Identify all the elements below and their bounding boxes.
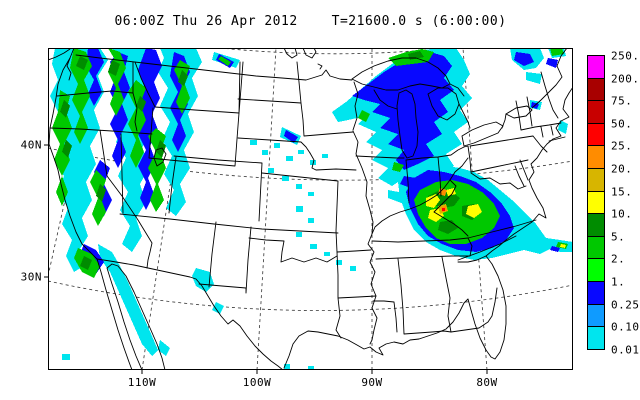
colorbar-cell — [587, 280, 605, 305]
colorbar-cell — [587, 55, 605, 79]
geography-outlines — [49, 49, 572, 369]
lon-label-80w: 80W — [476, 376, 498, 389]
forecast-time-label: T=21600.0 s (6:00:00) — [331, 14, 507, 29]
lat-label-30n: 30N — [20, 270, 42, 284]
state-borders — [49, 61, 562, 345]
colorbar-label: 50. — [611, 117, 633, 131]
colorbar-label: 0.01 — [611, 343, 640, 357]
lon-label-100w: 100W — [242, 376, 272, 389]
colorbar-label: 2. — [611, 252, 626, 266]
precip-red — [442, 208, 445, 211]
colorbar-cell — [587, 145, 605, 169]
lake-ontario — [505, 105, 533, 119]
colorbar-label: 25. — [611, 139, 633, 153]
colorbar-label: 10. — [611, 207, 633, 221]
precip-colorbar: 250. 200. 75. 50. 25. 20. 15. 10. 5. 2. 1. 0.25 0.10… — [587, 50, 639, 356]
lon-label-90w: 90W — [361, 376, 383, 389]
colorbar-label: 0.10 — [611, 320, 640, 334]
colorbar-label: 200. — [611, 72, 640, 86]
colorbar-cell — [587, 303, 605, 328]
colorbar-label: 0.25 — [611, 298, 640, 312]
colorbar-cell — [587, 258, 605, 282]
lake-erie — [461, 121, 504, 147]
colorbar-label: 75. — [611, 94, 633, 108]
plot-title: 06:00Z Thu 26 Apr 2012 T=21600.0 s (6:00… — [48, 14, 573, 29]
colorbar-cell — [587, 213, 605, 237]
gulf-atlantic-coast — [283, 87, 572, 369]
valid-time-label: 06:00Z Thu 26 Apr 2012 — [114, 14, 298, 29]
lon-label-110w: 110W — [127, 376, 157, 389]
map-frame — [44, 48, 573, 374]
lake-michigan — [396, 89, 419, 159]
coastline — [49, 49, 98, 260]
colorbar-cell — [587, 167, 605, 192]
colorbar-label: 15. — [611, 185, 633, 199]
us-mexico-border — [96, 258, 283, 369]
precipitation-field — [50, 49, 572, 369]
great-salt-lake — [153, 147, 167, 167]
colorbar-label: 5. — [611, 230, 626, 244]
colorbar-cell — [587, 190, 605, 215]
lat-label-40n: 40N — [20, 138, 42, 152]
colorbar-cell — [587, 326, 605, 350]
precip-green — [52, 49, 568, 278]
colorbar-cell — [587, 235, 605, 260]
colorbar-cell — [587, 77, 605, 102]
colorbar-label: 1. — [611, 275, 626, 289]
colorbar-label: 250. — [611, 49, 640, 63]
lake-huron — [427, 87, 460, 121]
colorbar-cell — [587, 122, 605, 147]
colorbar-label: 20. — [611, 162, 633, 176]
colorbar-cell — [587, 100, 605, 124]
